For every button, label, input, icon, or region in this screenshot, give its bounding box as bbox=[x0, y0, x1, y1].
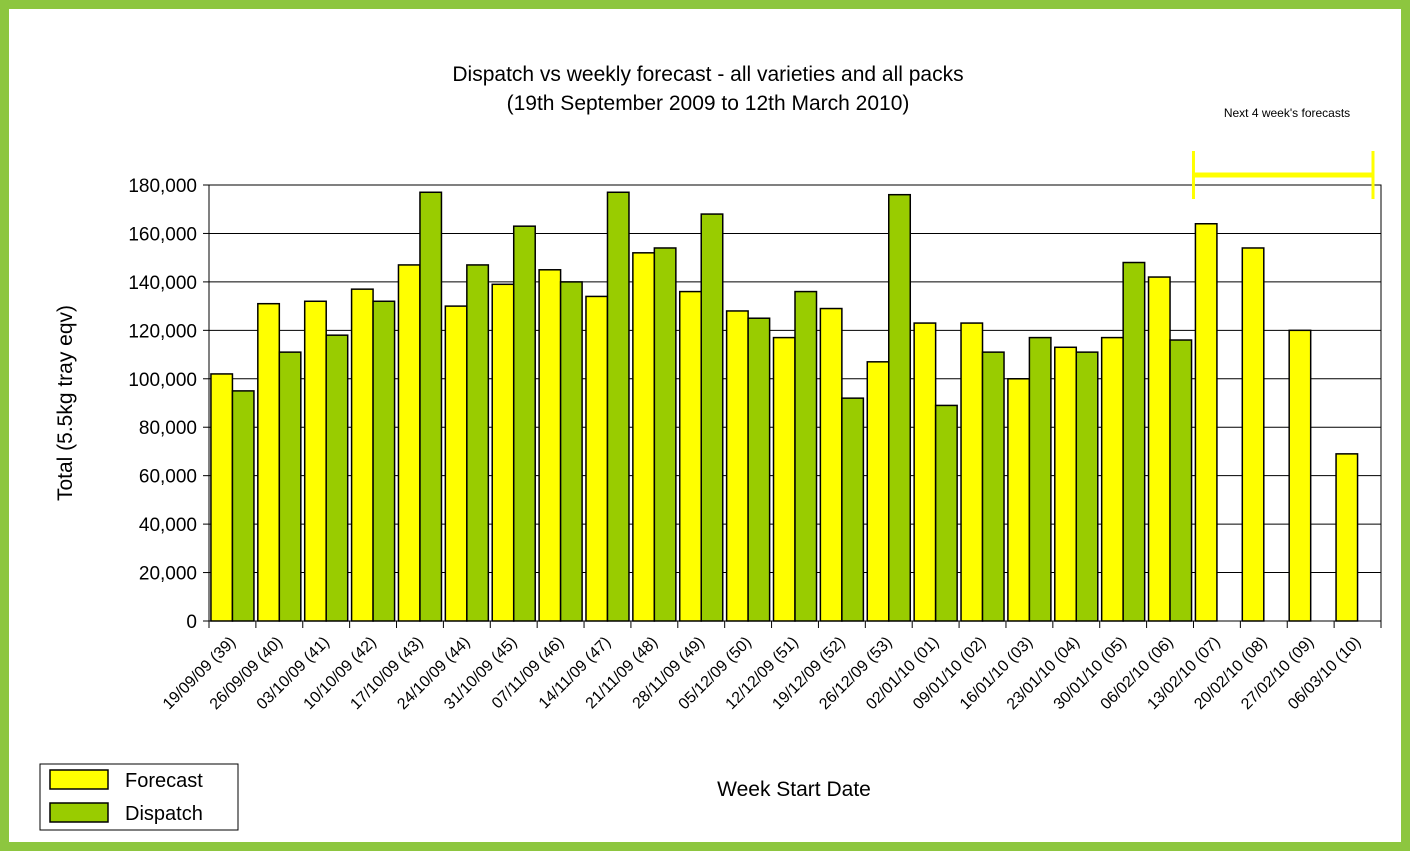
x-axis-label: Week Start Date bbox=[717, 778, 871, 801]
y-tick-label: 160,000 bbox=[128, 224, 197, 245]
forecast-bar bbox=[538, 269, 562, 622]
legend-swatch-forecast bbox=[49, 769, 109, 790]
dispatch-bar bbox=[794, 290, 818, 622]
forecast-bar bbox=[397, 264, 421, 622]
dispatch-bar bbox=[1028, 336, 1052, 622]
forecast-bar bbox=[725, 310, 749, 622]
chart-subtitle: (19th September 2009 to 12th March 2010) bbox=[507, 92, 910, 115]
y-tick-label: 60,000 bbox=[139, 467, 197, 488]
forecast-bar bbox=[1194, 223, 1218, 622]
legend-swatch-dispatch bbox=[49, 802, 109, 823]
legend-label-forecast: Forecast bbox=[125, 770, 203, 792]
forecast-bar bbox=[1335, 453, 1359, 622]
dispatch-bar bbox=[559, 281, 583, 622]
forecast-bar bbox=[1007, 378, 1031, 622]
dispatch-bar bbox=[841, 397, 865, 622]
forecast-bar bbox=[1054, 346, 1078, 622]
forecast-bar bbox=[819, 307, 843, 622]
y-tick-label: 0 bbox=[186, 612, 197, 633]
forecast-annotation: Next 4 week's forecasts bbox=[1224, 106, 1350, 120]
forecast-bar bbox=[1288, 329, 1312, 622]
dispatch-bar bbox=[934, 404, 958, 622]
dispatch-bar bbox=[747, 317, 771, 622]
forecast-bar bbox=[1147, 276, 1171, 622]
forecast-bar bbox=[1100, 336, 1124, 622]
y-tick-label: 120,000 bbox=[128, 321, 197, 342]
forecast-bar bbox=[772, 336, 796, 622]
dispatch-bar bbox=[278, 351, 302, 622]
y-axis-label: Total (5.5kg tray eqv) bbox=[54, 305, 77, 501]
forecast-bar bbox=[866, 361, 890, 622]
dispatch-bar bbox=[1122, 261, 1146, 622]
forecast-bar bbox=[350, 288, 374, 622]
legend: Forecast Dispatch bbox=[39, 763, 239, 831]
forecast-bar bbox=[257, 302, 281, 622]
plot-area: 0 20,000 40,000 60,000 80,000 100,000 120,000 1… bbox=[128, 151, 1382, 713]
dispatch-bar bbox=[512, 225, 536, 622]
dispatch-bar bbox=[231, 390, 255, 622]
y-tick-label: 100,000 bbox=[128, 370, 197, 391]
forecast-bar bbox=[585, 295, 609, 622]
y-tick-label: 40,000 bbox=[139, 515, 197, 536]
forecast-bar bbox=[210, 373, 234, 622]
dispatch-bar bbox=[1075, 351, 1099, 622]
y-tick-label: 20,000 bbox=[139, 564, 197, 585]
forecast-bar bbox=[678, 290, 702, 622]
chart-title: Dispatch vs weekly forecast - all variet… bbox=[452, 63, 963, 86]
forecast-bar bbox=[444, 305, 468, 622]
dispatch-bar bbox=[653, 247, 677, 622]
dispatch-bar bbox=[419, 191, 443, 622]
y-tick-label: 140,000 bbox=[128, 273, 197, 294]
forecast-bar bbox=[632, 252, 656, 622]
forecast-bar bbox=[960, 322, 984, 622]
forecast-bar bbox=[1241, 247, 1265, 622]
dispatch-bar bbox=[700, 213, 724, 622]
forecast-bar bbox=[303, 300, 327, 622]
dispatch-bar bbox=[981, 351, 1005, 622]
legend-label-dispatch: Dispatch bbox=[125, 803, 203, 825]
dispatch-bar bbox=[372, 300, 396, 622]
forecast-bar bbox=[491, 283, 515, 622]
dispatch-bar bbox=[606, 191, 630, 622]
y-tick-label: 180,000 bbox=[128, 176, 197, 197]
dispatch-bar bbox=[466, 264, 490, 622]
dispatch-bar bbox=[325, 334, 349, 622]
dispatch-bar bbox=[888, 193, 912, 622]
y-tick-label: 80,000 bbox=[139, 418, 197, 439]
forecast-bar bbox=[913, 322, 937, 622]
dispatch-bar bbox=[1169, 339, 1193, 622]
